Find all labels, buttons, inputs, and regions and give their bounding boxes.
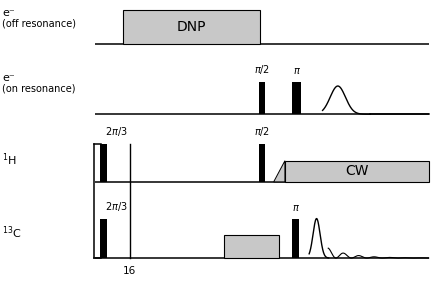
Bar (100, 219, 107, 258)
Text: e⁻: e⁻ (2, 73, 15, 83)
Polygon shape (274, 161, 285, 182)
Text: DNP: DNP (177, 20, 207, 34)
Text: $\pi$: $\pi$ (292, 203, 300, 213)
Bar (292, 219, 299, 258)
Text: (off resonance): (off resonance) (2, 18, 76, 28)
Text: e⁻: e⁻ (2, 8, 15, 18)
Bar (285, 161, 429, 182)
Text: CW: CW (345, 164, 368, 178)
Bar (224, 235, 279, 258)
Bar (292, 82, 301, 114)
Text: $\pi/2$: $\pi/2$ (254, 125, 270, 138)
Text: (on resonance): (on resonance) (2, 83, 76, 93)
Text: 16: 16 (123, 266, 136, 276)
Bar (123, 10, 260, 44)
Text: $\pi$: $\pi$ (293, 66, 301, 76)
Text: $2\pi/3$: $2\pi/3$ (105, 200, 128, 213)
Bar (100, 144, 107, 182)
Text: $^{13}$C: $^{13}$C (2, 224, 22, 241)
Text: $\pi/2$: $\pi/2$ (254, 63, 270, 76)
Text: $^1$H: $^1$H (2, 151, 17, 168)
Bar (259, 144, 265, 182)
Text: $2\pi/3$: $2\pi/3$ (105, 125, 128, 138)
Bar (259, 82, 265, 114)
